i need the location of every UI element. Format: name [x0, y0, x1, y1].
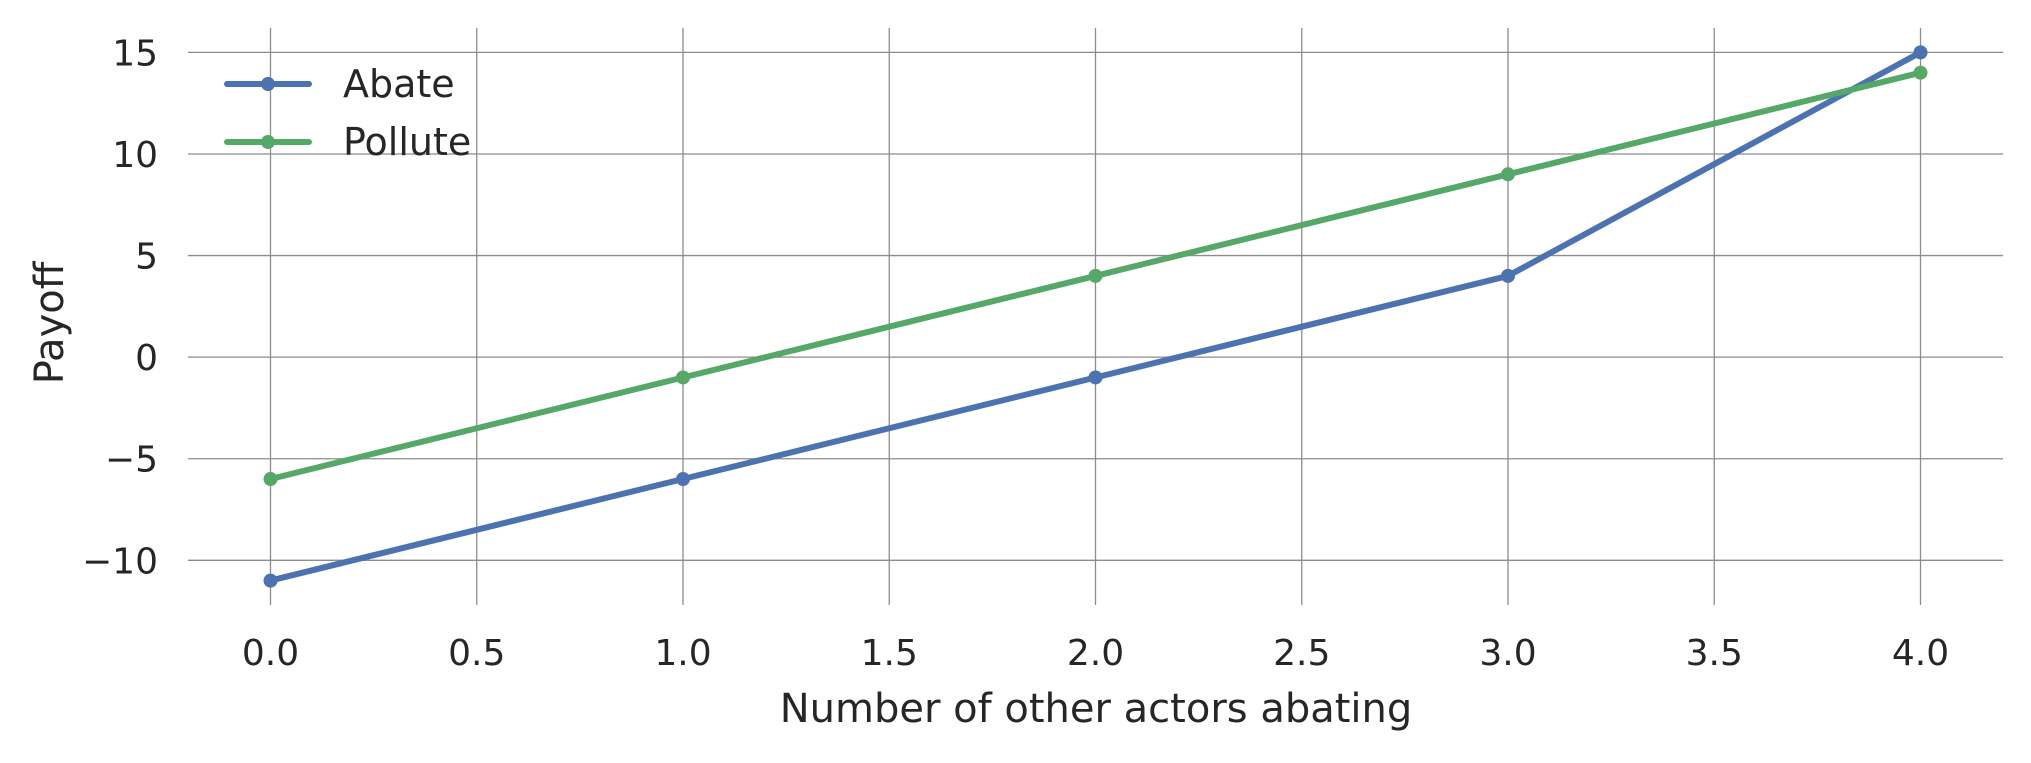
legend-label-abate: Abate: [343, 62, 455, 106]
data-point-abate: [1913, 45, 1928, 60]
data-point-pollute: [1913, 65, 1928, 80]
y-tick-label: 0: [135, 338, 158, 379]
x-tick-label: 3.0: [1479, 633, 1536, 674]
data-point-pollute: [1501, 167, 1515, 182]
y-tick-label: 15: [112, 33, 158, 74]
y-tick-label: 5: [135, 237, 158, 278]
x-tick-label: 1.5: [861, 633, 918, 674]
legend-marker-abate: [261, 77, 275, 91]
grid: [188, 28, 2003, 605]
y-tick-label: −5: [105, 440, 158, 481]
series-group: [263, 45, 1928, 588]
data-point-abate: [1088, 370, 1103, 385]
x-tick-label: 0.0: [242, 633, 299, 674]
x-tick-labels: 0.0 0.5 1.0 1.5 2.0 2.5 3.0 3.5 4.0: [242, 633, 1949, 674]
legend-marker-pollute: [261, 135, 275, 149]
y-tick-labels: −10 −5 0 5 10 15: [82, 33, 158, 582]
data-point-abate: [1501, 268, 1515, 283]
legend-label-pollute: Pollute: [343, 120, 471, 164]
data-point-abate: [676, 472, 690, 487]
x-axis-label: Number of other actors abating: [780, 686, 1413, 732]
x-tick-label: 0.5: [448, 633, 505, 674]
x-tick-label: 2.5: [1273, 633, 1330, 674]
y-tick-label: 10: [112, 135, 158, 176]
x-tick-label: 4.0: [1892, 633, 1949, 674]
y-axis-label: Payoff: [27, 260, 73, 384]
data-point-abate: [263, 573, 278, 588]
y-tick-label: −10: [82, 541, 158, 582]
data-point-pollute: [263, 472, 278, 487]
data-point-pollute: [676, 370, 690, 385]
x-tick-label: 1.0: [654, 633, 711, 674]
x-tick-label: 3.5: [1686, 633, 1743, 674]
x-tick-label: 2.0: [1067, 633, 1124, 674]
legend: Abate Pollute: [224, 62, 471, 164]
data-point-pollute: [1088, 268, 1103, 283]
